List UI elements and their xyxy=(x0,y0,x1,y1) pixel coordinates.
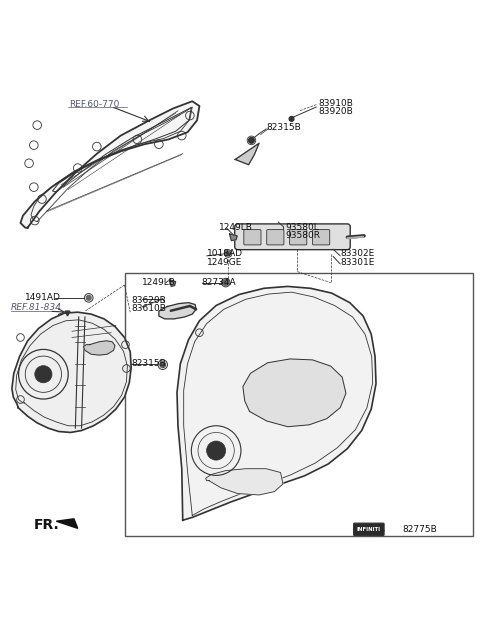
Text: 82775B: 82775B xyxy=(402,525,437,534)
Polygon shape xyxy=(21,101,199,228)
Text: REF.81-834: REF.81-834 xyxy=(11,303,62,312)
Text: 93580L: 93580L xyxy=(285,223,319,232)
Circle shape xyxy=(249,138,254,143)
Text: 82734A: 82734A xyxy=(202,278,237,287)
Text: 1249LB: 1249LB xyxy=(142,278,176,287)
Text: 1249GE: 1249GE xyxy=(206,258,242,267)
Text: 82315B: 82315B xyxy=(266,123,301,132)
FancyBboxPatch shape xyxy=(312,229,330,245)
Polygon shape xyxy=(177,286,376,520)
Text: 83302E: 83302E xyxy=(340,250,374,258)
Circle shape xyxy=(206,441,226,460)
Polygon shape xyxy=(235,143,259,165)
Bar xyxy=(124,273,473,535)
Text: 83910B: 83910B xyxy=(319,99,354,108)
Text: 1018AD: 1018AD xyxy=(206,250,242,258)
Text: 1491AD: 1491AD xyxy=(25,293,61,302)
Circle shape xyxy=(160,362,166,368)
Text: 83610B: 83610B xyxy=(131,305,166,313)
Polygon shape xyxy=(243,359,346,427)
Text: 82315B: 82315B xyxy=(131,359,166,368)
Circle shape xyxy=(226,251,230,256)
FancyBboxPatch shape xyxy=(289,229,307,245)
FancyBboxPatch shape xyxy=(244,229,261,245)
Polygon shape xyxy=(12,312,131,432)
Polygon shape xyxy=(159,303,196,319)
FancyBboxPatch shape xyxy=(354,523,384,535)
Polygon shape xyxy=(56,519,78,528)
FancyBboxPatch shape xyxy=(267,229,284,245)
Circle shape xyxy=(223,280,228,286)
Text: 93580R: 93580R xyxy=(285,231,320,240)
Text: 83301E: 83301E xyxy=(340,258,374,267)
Polygon shape xyxy=(205,469,283,495)
Text: 83920B: 83920B xyxy=(319,107,353,116)
Polygon shape xyxy=(169,280,176,286)
Circle shape xyxy=(86,296,91,300)
FancyBboxPatch shape xyxy=(235,224,350,250)
Text: 83620B: 83620B xyxy=(131,296,166,305)
Polygon shape xyxy=(84,341,115,355)
Text: REF.60-770: REF.60-770 xyxy=(69,100,120,109)
Circle shape xyxy=(289,116,294,121)
Polygon shape xyxy=(229,234,237,241)
Circle shape xyxy=(35,366,52,383)
Text: FR.: FR. xyxy=(34,518,60,532)
Text: INFINITI: INFINITI xyxy=(357,527,381,532)
Text: 1249LB: 1249LB xyxy=(218,223,252,232)
